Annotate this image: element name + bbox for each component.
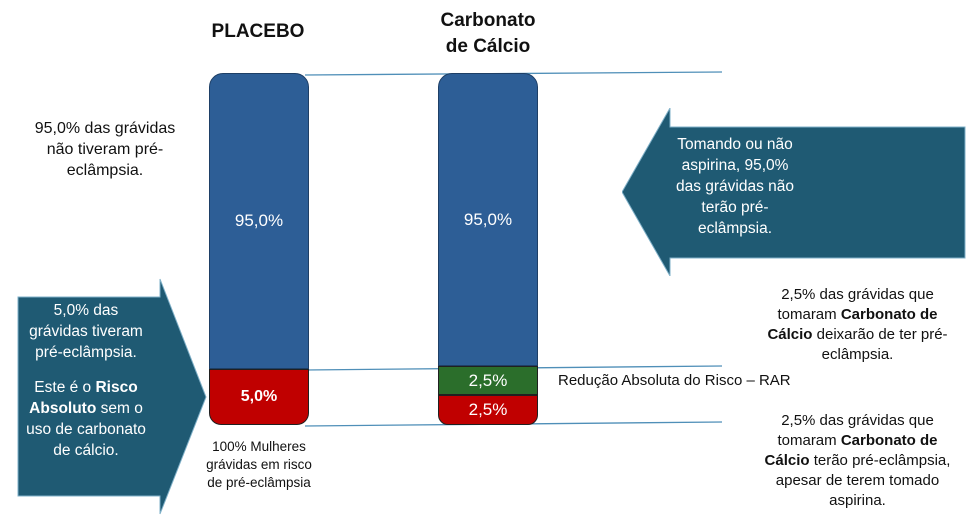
left-arrow-line: Este é o Risco [34,379,138,396]
left-note-line: não tiveram pré- [46,141,164,158]
calcium-rar-label: 2,5% [468,370,508,390]
right-arrow-line: Tomando ou não [677,136,793,153]
right-top-line4: eclâmpsia. [821,346,894,363]
calcium-header: Carbonato de Cálcio [420,8,556,60]
calcium-preeclampsia-segment: 2,5% [438,395,538,425]
right-bottom-line1: 2,5% das grávidas que [781,412,934,429]
calcium-no-preeclampsia-segment: 95,0% [438,73,538,366]
calcium-preeclampsia-label: 2,5% [468,400,508,419]
right-arrow-line: terão pré- [701,199,769,216]
bottom-note-line: grávidas em risco [206,457,312,472]
calcium-header-line2: de Cálcio [445,36,531,57]
right-top-line2: tomaram Carbonato de [777,306,938,323]
right-bottom-line4: apesar de terem tomado [775,472,940,489]
left-note-line: 95,0% das grávidas [34,120,176,137]
right-arrow-line: das grávidas não [675,178,795,195]
right-top-line3: Cálcio deixarão de ter pré- [767,326,948,343]
left-note-line: eclâmpsia. [66,162,144,179]
placebo-preeclampsia-segment: 5,0% [209,369,309,425]
left-arrow-line: pré-eclâmpsia. [35,344,137,361]
right-bottom-note: 2,5% das grávidas que tomaram Carbonato … [745,411,970,511]
calcium-rar-segment: 2,5% [438,366,538,395]
calcium-header-line1: Carbonato [440,10,536,31]
calcium-no-preeclampsia-label: 95,0% [463,209,513,229]
right-arrow-text: Tomando ou não aspirina, 95,0% das grávi… [670,134,800,239]
bottom-note-line: 100% Mulheres [212,439,306,454]
bottom-note: 100% Mulheres grávidas em risco de pré-e… [196,438,322,492]
right-arrow-line: eclâmpsia. [697,220,773,237]
right-top-note: 2,5% das grávidas que tomaram Carbonato … [745,285,970,365]
left-arrow-line: uso de carbonato [26,421,146,438]
right-bottom-line5: aspirina. [829,492,886,509]
right-callout-arrow [622,108,966,276]
right-top-line1: 2,5% das grávidas que [781,286,934,303]
left-arrow-line: Absoluto sem o [29,400,143,417]
rar-label: Redução Absoluta do Risco – RAR [558,372,791,389]
left-callout-arrow [17,278,207,515]
left-arrow-line: de cálcio. [53,442,119,459]
right-bottom-line2: tomaram Carbonato de [777,432,938,449]
bottom-note-line: de pré-eclâmpsia [207,475,311,490]
right-arrow-line: aspirina, 95,0% [681,157,789,174]
right-bottom-line3: Cálcio terão pré-eclâmpsia, [764,452,951,469]
left-arrow-line: grávidas tiveram [29,323,143,340]
left-arrow-line: 5,0% das [53,302,119,319]
left-note: 95,0% das grávidas não tiveram pré- eclâ… [20,118,190,181]
placebo-no-preeclampsia-segment: 95,0% [209,73,309,369]
placebo-preeclampsia-label: 5,0% [240,388,278,405]
left-arrow-text: 5,0% das grávidas tiveram pré-eclâmpsia.… [20,300,152,461]
placebo-header: PLACEBO [211,21,305,42]
placebo-no-preeclampsia-label: 95,0% [234,211,284,230]
